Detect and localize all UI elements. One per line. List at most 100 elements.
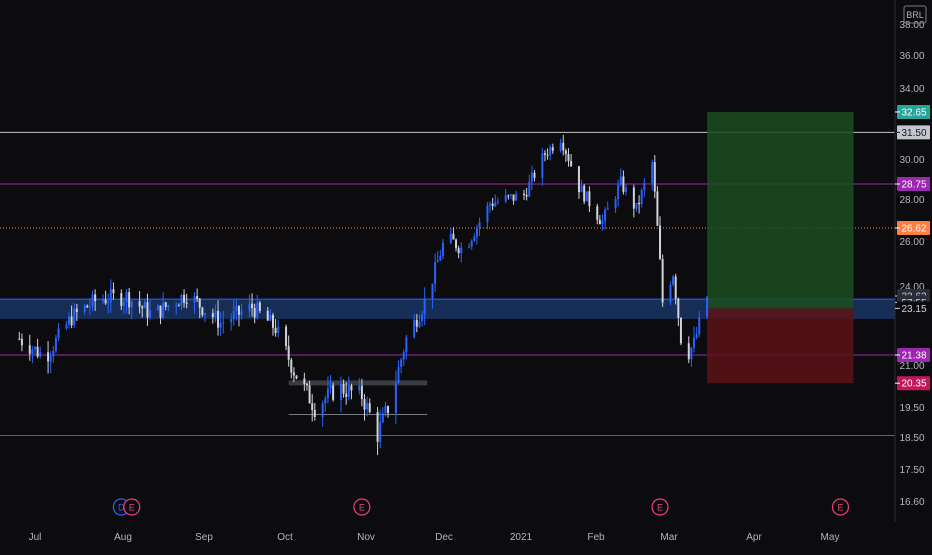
candle[interactable] bbox=[606, 201, 609, 210]
candle[interactable] bbox=[423, 287, 426, 326]
candle[interactable] bbox=[588, 186, 591, 213]
candle[interactable] bbox=[421, 311, 424, 327]
candle[interactable] bbox=[619, 168, 622, 187]
candle[interactable] bbox=[376, 407, 379, 456]
candle[interactable] bbox=[305, 382, 308, 391]
candle[interactable] bbox=[515, 190, 518, 201]
candle[interactable] bbox=[457, 245, 460, 259]
candle[interactable] bbox=[400, 357, 403, 374]
candle[interactable] bbox=[402, 349, 405, 366]
candle[interactable] bbox=[381, 407, 384, 424]
candle[interactable] bbox=[251, 293, 254, 317]
candle[interactable] bbox=[36, 338, 39, 359]
candle[interactable] bbox=[394, 370, 397, 424]
event-marker[interactable]: E bbox=[123, 498, 141, 516]
candle[interactable] bbox=[470, 239, 473, 250]
candle[interactable] bbox=[473, 233, 476, 242]
candle[interactable] bbox=[363, 394, 366, 421]
candle[interactable] bbox=[269, 308, 272, 322]
candle[interactable] bbox=[635, 202, 638, 212]
candle[interactable] bbox=[253, 303, 256, 324]
candle[interactable] bbox=[418, 314, 421, 328]
candle[interactable] bbox=[324, 395, 327, 412]
candle[interactable] bbox=[669, 281, 672, 306]
candle[interactable] bbox=[164, 301, 167, 311]
position-loss-area[interactable] bbox=[707, 308, 854, 384]
candle[interactable] bbox=[201, 306, 204, 318]
candle[interactable] bbox=[167, 304, 170, 312]
candle[interactable] bbox=[387, 405, 390, 418]
candle[interactable] bbox=[101, 294, 104, 305]
candle[interactable] bbox=[551, 143, 554, 154]
candle[interactable] bbox=[690, 346, 693, 367]
candle[interactable] bbox=[564, 148, 567, 162]
candle[interactable] bbox=[39, 346, 42, 359]
candle[interactable] bbox=[449, 228, 452, 245]
candle[interactable] bbox=[512, 194, 515, 205]
candle[interactable] bbox=[222, 310, 225, 334]
candle[interactable] bbox=[489, 201, 492, 213]
candle[interactable] bbox=[177, 303, 180, 307]
candle[interactable] bbox=[528, 174, 531, 198]
candle[interactable] bbox=[549, 144, 552, 161]
candle[interactable] bbox=[271, 312, 274, 336]
candle[interactable] bbox=[366, 396, 369, 417]
candle[interactable] bbox=[28, 334, 31, 361]
candle[interactable] bbox=[625, 184, 628, 196]
candle[interactable] bbox=[120, 289, 123, 311]
price-tag[interactable]: 21.38 bbox=[895, 347, 930, 362]
candle[interactable] bbox=[185, 293, 188, 309]
candle[interactable] bbox=[146, 293, 149, 326]
candle[interactable] bbox=[661, 254, 664, 307]
candle[interactable] bbox=[94, 289, 97, 312]
candle[interactable] bbox=[219, 312, 222, 336]
candle[interactable] bbox=[88, 298, 91, 316]
candle[interactable] bbox=[128, 287, 131, 315]
event-marker[interactable]: E bbox=[651, 498, 669, 516]
candle[interactable] bbox=[149, 299, 152, 321]
candle[interactable] bbox=[332, 382, 335, 402]
candle[interactable] bbox=[248, 294, 251, 318]
candle[interactable] bbox=[256, 294, 259, 320]
candle[interactable] bbox=[52, 346, 55, 363]
candle[interactable] bbox=[159, 305, 162, 325]
candle[interactable] bbox=[358, 378, 361, 395]
candle[interactable] bbox=[617, 179, 620, 207]
candle[interactable] bbox=[86, 304, 89, 309]
candle[interactable] bbox=[326, 376, 329, 404]
candle[interactable] bbox=[217, 300, 220, 336]
candle[interactable] bbox=[125, 288, 128, 314]
candle[interactable] bbox=[237, 305, 240, 327]
candle[interactable] bbox=[360, 378, 363, 407]
currency-badge[interactable]: BRL bbox=[903, 5, 927, 24]
candle[interactable] bbox=[541, 147, 544, 186]
candle[interactable] bbox=[693, 326, 696, 353]
candle[interactable] bbox=[504, 189, 507, 204]
candle[interactable] bbox=[475, 224, 478, 245]
candle[interactable] bbox=[112, 282, 115, 300]
candle[interactable] bbox=[525, 187, 528, 201]
candle[interactable] bbox=[452, 227, 455, 240]
candle[interactable] bbox=[659, 216, 662, 261]
candle[interactable] bbox=[583, 183, 586, 205]
candle[interactable] bbox=[397, 360, 400, 384]
candle[interactable] bbox=[235, 298, 238, 321]
candle[interactable] bbox=[468, 242, 471, 249]
candle[interactable] bbox=[562, 134, 565, 156]
candle[interactable] bbox=[329, 375, 332, 394]
price-tag[interactable]: 26.62 bbox=[895, 220, 930, 235]
candle[interactable] bbox=[109, 279, 112, 313]
candle[interactable] bbox=[277, 319, 280, 338]
candle[interactable] bbox=[413, 314, 416, 339]
candle[interactable] bbox=[640, 188, 643, 208]
candle[interactable] bbox=[34, 345, 36, 356]
candle[interactable] bbox=[598, 215, 601, 225]
candle[interactable] bbox=[183, 289, 186, 308]
candle[interactable] bbox=[441, 239, 444, 260]
candle[interactable] bbox=[679, 317, 682, 346]
candle[interactable] bbox=[653, 155, 656, 199]
candle[interactable] bbox=[559, 138, 562, 153]
candle[interactable] bbox=[54, 334, 57, 353]
candle[interactable] bbox=[350, 383, 353, 400]
